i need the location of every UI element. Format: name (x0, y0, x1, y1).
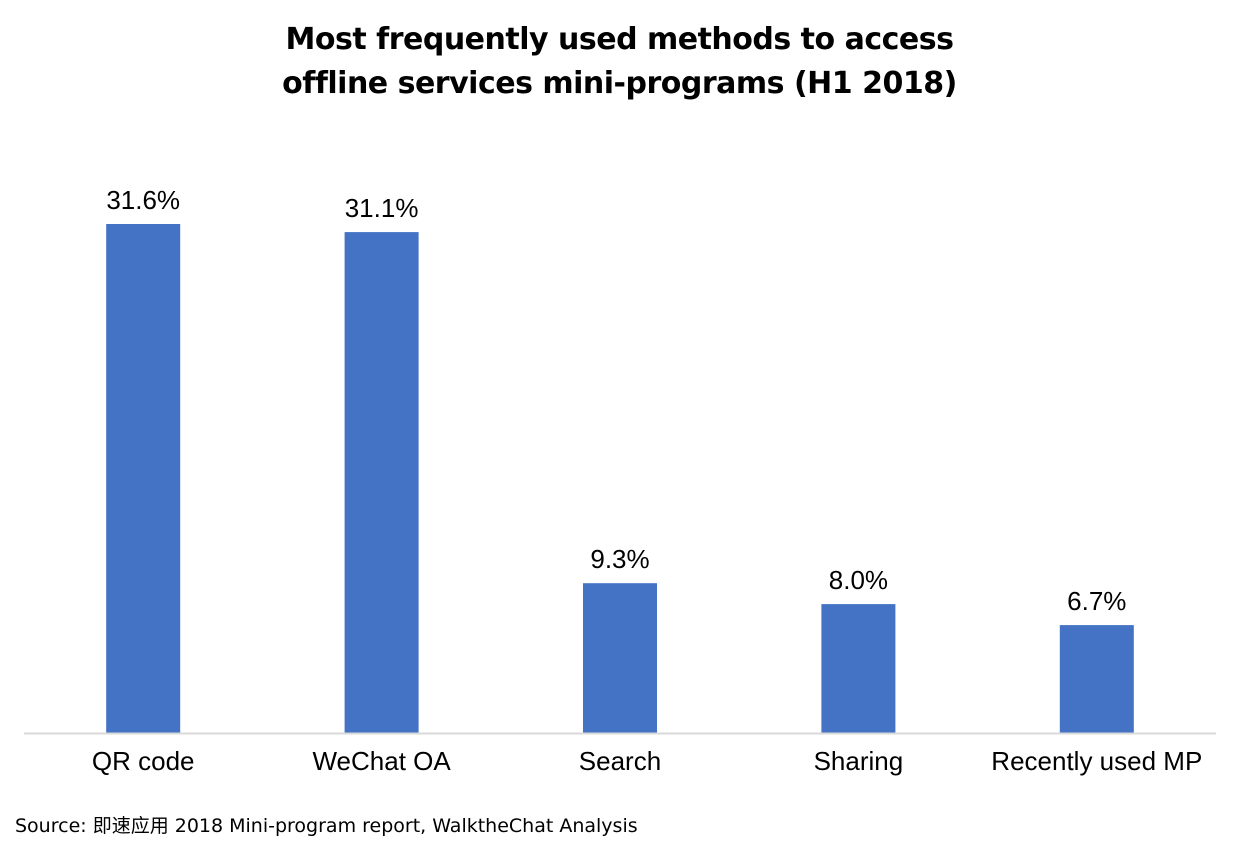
data-label: 31.6% (106, 185, 180, 215)
data-label: 8.0% (829, 565, 888, 595)
chart-title-line-2: offline services mini-programs (H1 2018) (282, 66, 957, 101)
category-tick-label: WeChat OA (312, 746, 451, 776)
category-tick-label: Recently used MP (991, 746, 1202, 776)
category-tick-label: QR code (92, 746, 195, 776)
chart-title-line-1: Most frequently used methods to access (285, 22, 954, 57)
data-label: 9.3% (590, 544, 649, 574)
bar (821, 604, 896, 733)
category-tick-label: Search (579, 746, 661, 776)
bar (106, 224, 181, 733)
source-note: Source: 即速应用 2018 Mini-program report, W… (15, 815, 638, 837)
bar (344, 232, 419, 733)
bar (583, 583, 657, 733)
category-tick-label: Sharing (814, 746, 904, 776)
chart-title: Most frequently used methods to access o… (0, 18, 1239, 106)
data-label: 31.1% (345, 193, 419, 223)
bar (1059, 625, 1134, 733)
data-label: 6.7% (1067, 586, 1126, 616)
